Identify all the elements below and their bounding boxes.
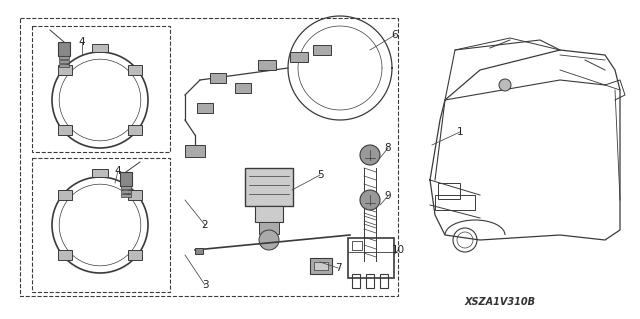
Bar (313, 45, 331, 55)
Bar (59, 64, 69, 67)
Text: 7: 7 (335, 263, 341, 273)
Bar (32, 158, 170, 292)
Bar (435, 195, 475, 210)
Bar (128, 190, 142, 200)
Bar (121, 194, 131, 197)
Bar (352, 241, 362, 250)
Bar (352, 274, 360, 288)
Bar (380, 274, 388, 288)
Text: 9: 9 (385, 191, 391, 201)
Bar (128, 250, 142, 260)
Text: 5: 5 (317, 170, 323, 180)
Bar (59, 60, 69, 63)
Bar (128, 125, 142, 135)
Bar (58, 65, 72, 75)
Bar (348, 238, 394, 278)
Bar (58, 190, 72, 200)
Text: 4: 4 (79, 37, 85, 47)
Bar (120, 172, 132, 186)
Bar (58, 250, 72, 260)
Bar (366, 274, 374, 288)
Circle shape (360, 145, 380, 165)
Bar (32, 26, 170, 152)
Bar (438, 183, 460, 199)
Circle shape (259, 230, 279, 250)
Bar (58, 42, 70, 56)
Bar (92, 44, 108, 52)
Text: 8: 8 (385, 143, 391, 153)
Bar (310, 258, 332, 274)
Text: XSZA1V310B: XSZA1V310B (465, 297, 536, 307)
Bar (58, 125, 72, 135)
Bar (258, 60, 276, 70)
Text: 6: 6 (392, 30, 398, 40)
Bar (245, 168, 293, 206)
Bar (59, 56, 69, 59)
Bar (210, 73, 226, 83)
Bar (197, 103, 213, 113)
Text: 3: 3 (202, 280, 208, 290)
Circle shape (360, 190, 380, 210)
Bar (121, 186, 131, 189)
Bar (185, 145, 205, 157)
Bar (128, 65, 142, 75)
Text: 2: 2 (202, 220, 208, 230)
Circle shape (499, 79, 511, 91)
Bar (314, 262, 328, 270)
Bar (235, 83, 251, 93)
Bar (259, 222, 279, 234)
Text: 1: 1 (457, 127, 463, 137)
Bar (121, 190, 131, 193)
Text: 4: 4 (115, 166, 122, 176)
Text: 10: 10 (392, 245, 404, 255)
Bar (255, 206, 283, 222)
Bar (20, 18, 398, 296)
Bar (195, 248, 203, 254)
Bar (92, 169, 108, 177)
Bar (290, 52, 308, 62)
